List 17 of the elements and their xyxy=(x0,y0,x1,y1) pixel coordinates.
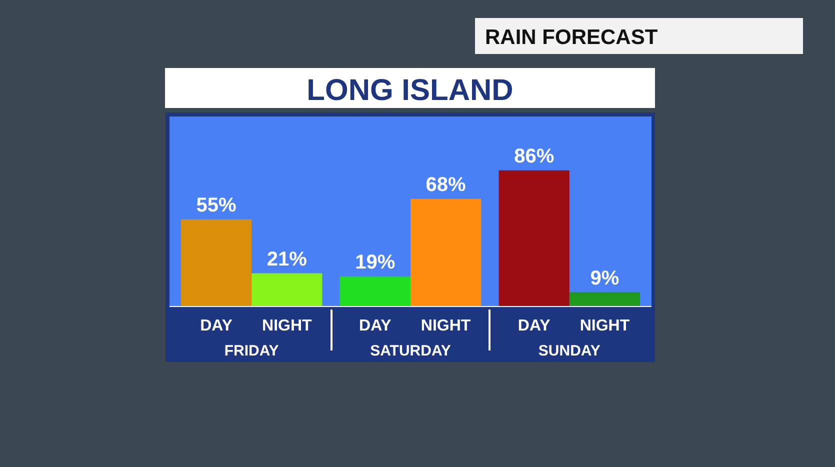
chart-subtitle: RAIN FORECAST xyxy=(485,25,658,51)
x-tick-label: DAY xyxy=(200,318,233,334)
data-label: 86% xyxy=(514,145,554,168)
text: SATURDAY xyxy=(370,342,451,360)
data-label: 9% xyxy=(590,267,620,290)
x-tick-label: NIGHT xyxy=(262,318,312,334)
data-label: 21% xyxy=(266,248,308,270)
x-tick-label: NIGHT xyxy=(580,318,630,334)
text: FRIDAY xyxy=(224,342,279,360)
data-label: 19% xyxy=(355,251,396,274)
x-tick-label: DAY xyxy=(359,318,392,334)
data-label: 55% xyxy=(196,194,237,216)
data-label: 68% xyxy=(426,174,466,196)
chart-title: LONG ISLAND xyxy=(306,73,514,109)
text: SUNDAY xyxy=(538,342,600,360)
x-tick-label: DAY xyxy=(518,318,551,334)
x-tick-label: NIGHT xyxy=(420,318,471,334)
